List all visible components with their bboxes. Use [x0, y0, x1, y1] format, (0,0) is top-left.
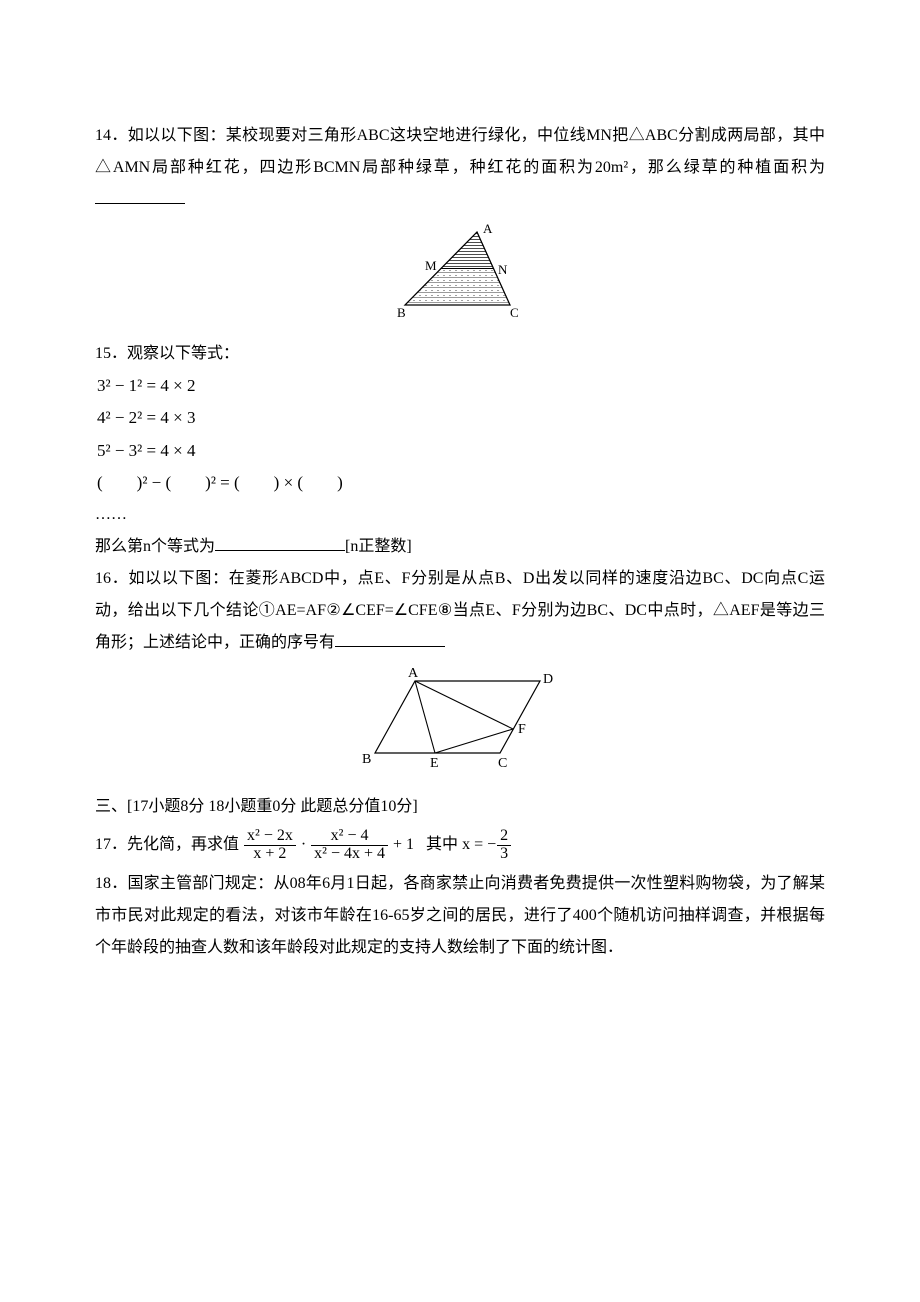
q17-frac3: 2 3: [497, 828, 511, 863]
q16-blank[interactable]: [335, 631, 445, 647]
q17-plus: + 1: [393, 836, 414, 853]
q17-frac3-num: 2: [497, 828, 511, 845]
q17-prefix: 17．先化简，再求值: [95, 836, 239, 853]
section3-heading: 三、[17小题8分 18小题重0分 此题总分值10分]: [95, 791, 825, 823]
q15-eq-2: 4² − 2² = 4 × 3: [97, 402, 825, 434]
q17-line: 17．先化简，再求值 x² − 2x x + 2 · x² − 4 x² − 4…: [95, 823, 825, 868]
q17-xeq: x = −: [462, 836, 496, 853]
q15-blank[interactable]: [215, 535, 345, 551]
q15-lead: 15．观察以下等式：: [95, 338, 825, 370]
q14-blank[interactable]: [95, 188, 185, 204]
q16-body: 16．如以以下图：在菱形ABCD中，点E、F分别是从点B、D出发以同样的速度沿边…: [95, 570, 825, 651]
q16-label-F: F: [518, 722, 526, 737]
q17-dot: ·: [301, 836, 306, 853]
q15-eq-3: 5² − 3² = 4 × 4: [97, 435, 825, 467]
q16-svg: A D F C E B: [340, 663, 580, 773]
q16-label-D: D: [543, 672, 553, 687]
q16-label-B: B: [362, 752, 371, 767]
q17-frac2: x² − 4 x² − 4x + 4: [311, 828, 388, 863]
q17-frac1: x² − 2x x + 2: [244, 828, 296, 863]
q17-xvalue: x = − 2 3: [462, 836, 512, 853]
q14-label-C: C: [510, 305, 519, 320]
q14-figure: A M N B C: [95, 220, 825, 332]
q14-label-N: N: [498, 262, 508, 277]
q15-tail-pre: 那么第n个等式为: [95, 538, 215, 555]
q16-label-E: E: [430, 756, 439, 771]
q17-frac2-num: x² − 4: [311, 828, 388, 845]
q14-svg: A M N B C: [375, 220, 545, 320]
q15-tail-post: [n正整数]: [345, 538, 412, 555]
q17-frac3-den: 3: [497, 845, 511, 863]
q14-body: 14．如以以下图：某校现要对三角形ABC这块空地进行绿化，中位线MN把△ABC分…: [95, 127, 825, 176]
q15-ellipsis: ……: [95, 499, 825, 531]
q17-where: 其中: [426, 836, 458, 853]
q15-tail: 那么第n个等式为 [n正整数]: [95, 531, 825, 563]
q16-label-C: C: [498, 756, 507, 771]
q14-label-M: M: [425, 258, 437, 273]
q16-figure: A D F C E B: [95, 663, 825, 785]
q17-frac1-den: x + 2: [244, 845, 296, 863]
q18-text: 18．国家主管部门规定：从08年6月1日起，各商家禁止向消费者免费提供一次性塑料…: [95, 868, 825, 964]
q15-equations: 3² − 1² = 4 × 2 4² − 2² = 4 × 3 5² − 3² …: [97, 370, 825, 499]
q14-label-B: B: [397, 305, 406, 320]
q14-label-A: A: [483, 221, 493, 236]
q17-frac1-num: x² − 2x: [244, 828, 296, 845]
q15-eq-1: 3² − 1² = 4 × 2: [97, 370, 825, 402]
q16-text: 16．如以以下图：在菱形ABCD中，点E、F分别是从点B、D出发以同样的速度沿边…: [95, 563, 825, 659]
q17-frac2-den: x² − 4x + 4: [311, 845, 388, 863]
q16-label-A: A: [408, 666, 419, 681]
q14-text: 14．如以以下图：某校现要对三角形ABC这块空地进行绿化，中位线MN把△ABC分…: [95, 120, 825, 216]
q17-expression: x² − 2x x + 2 · x² − 4 x² − 4x + 4 + 1: [243, 836, 418, 853]
q15-eq-4: ( )² − ( )² = ( ) × ( ): [97, 467, 825, 499]
